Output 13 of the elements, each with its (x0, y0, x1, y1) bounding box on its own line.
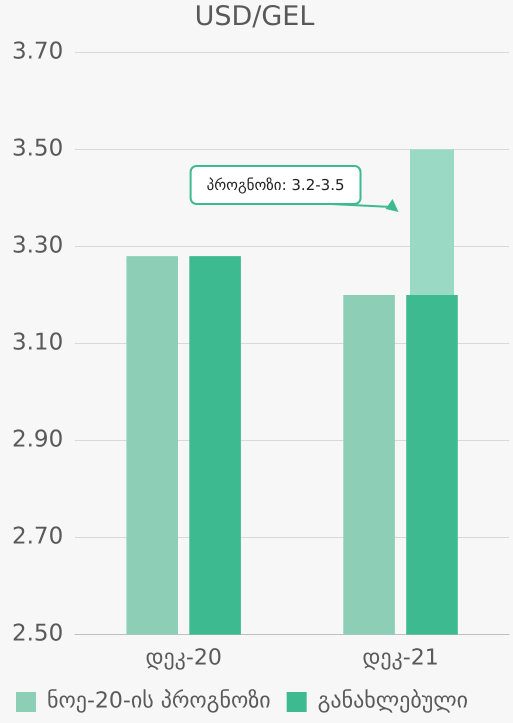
y-tick-label: 2.50 (12, 620, 64, 647)
y-tick-label: 2.70 (12, 524, 64, 550)
y-tick-label: 2.90 (12, 426, 64, 452)
y-tick-label: 3.30 (12, 232, 64, 258)
annotation: პროგნოზი: 3.2-3.5 (206, 176, 345, 194)
x-tick-label: დეკ-21 (362, 646, 439, 671)
y-tick-label: 3.10 (12, 329, 64, 356)
legend-label: ნოე-20-ის პროგნოზი (47, 688, 271, 714)
chart-title: USD/GEL (194, 1, 314, 32)
legend-label: განახლებული (318, 688, 468, 714)
y-tick-label: 3.50 (12, 135, 64, 162)
y-tick-label: 3.70 (12, 38, 64, 64)
x-tick-label: დეკ-20 (145, 646, 222, 671)
